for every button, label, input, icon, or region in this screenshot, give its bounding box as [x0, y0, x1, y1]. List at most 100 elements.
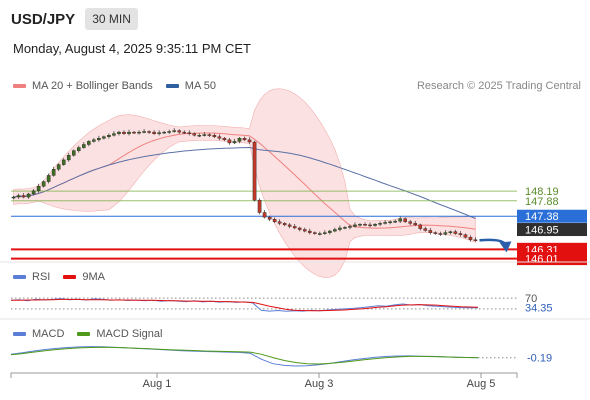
legend-ma50: MA 50 [165, 80, 216, 92]
level-tag [517, 209, 587, 223]
candle [428, 230, 433, 233]
legend-macd-signal: MACD Signal [77, 328, 162, 340]
candle [433, 232, 438, 234]
candle [338, 227, 342, 230]
candle [182, 131, 187, 134]
candle [197, 135, 202, 137]
candle [363, 224, 367, 226]
legend-swatch [13, 275, 26, 279]
candle [61, 159, 66, 165]
candle [287, 224, 292, 227]
macd-signal-line [10, 346, 479, 365]
candle [297, 227, 302, 230]
candle [448, 231, 453, 233]
candle [16, 195, 21, 198]
candle [318, 233, 322, 235]
candle [393, 220, 397, 223]
rsi-last-label: 34.35 [525, 303, 553, 315]
datetime-label: Monday, August 4, 2025 9:35:11 PM CET [13, 41, 251, 56]
candle [353, 224, 357, 227]
candle [97, 138, 101, 141]
candle [423, 228, 428, 231]
candle [383, 222, 387, 224]
legend-label: 9MA [82, 271, 105, 283]
candle [137, 131, 141, 134]
candle [307, 230, 312, 233]
rsi-9ma-line [11, 298, 479, 312]
candle [162, 131, 166, 134]
forecast-arrow-head [499, 241, 512, 253]
timeframe-badge[interactable]: 30 MIN [85, 8, 138, 30]
x-tick-label: Aug 1 [143, 378, 172, 390]
symbol-title: USD/JPY [11, 10, 76, 28]
candle [463, 234, 468, 238]
legend-label: MACD [32, 328, 65, 340]
candle [21, 195, 26, 198]
candle [107, 135, 111, 137]
legend-swatch [13, 332, 26, 336]
candle [302, 229, 307, 232]
candle [187, 132, 192, 134]
macd-line [10, 346, 479, 367]
candle [87, 141, 91, 145]
candle [227, 139, 232, 144]
candle [217, 136, 222, 139]
ma50-line [13, 146, 476, 219]
candle [438, 233, 443, 235]
legend-swatch [77, 332, 91, 336]
candle [66, 155, 71, 161]
candle [343, 227, 347, 229]
candle [468, 237, 473, 240]
candle [252, 141, 257, 201]
candle [167, 131, 171, 133]
candle [122, 131, 126, 134]
candle [142, 131, 146, 133]
chart-header: USD/JPY 30 MIN [11, 7, 138, 31]
candle [56, 164, 61, 170]
legend-macd: MACD [13, 328, 64, 340]
candle [207, 134, 212, 136]
candle [127, 131, 131, 134]
level-label: 147.88 [525, 196, 559, 208]
candle [36, 186, 41, 192]
candle [117, 131, 121, 134]
candle [388, 221, 392, 223]
level-label: 147.38 [525, 211, 559, 223]
candle [92, 139, 96, 142]
level-label: 148.19 [525, 186, 559, 198]
candle [292, 226, 297, 229]
candle [132, 131, 136, 134]
candle [328, 230, 332, 233]
legend-label: MACD Signal [96, 328, 163, 340]
level-tag [517, 223, 587, 237]
legend-swatch [165, 84, 179, 88]
candle [368, 224, 372, 227]
candle [157, 132, 161, 134]
legend-rsi: RSI [13, 271, 50, 283]
macd-panel: -0.19 [10, 346, 552, 367]
x-tick-label: Aug 3 [305, 378, 334, 390]
candle [313, 232, 317, 234]
candle [247, 139, 252, 143]
candle [112, 133, 116, 136]
level-label: 146.95 [525, 225, 559, 237]
candle [408, 221, 413, 224]
legend-label: MA 50 [184, 80, 216, 92]
macd-legend: MACD MACD Signal [13, 328, 175, 340]
candle [473, 239, 478, 241]
candle [222, 138, 227, 141]
rsi-level-label: 70 [525, 293, 537, 305]
time-axis: Aug 1 Aug 3 Aug 5 [10, 372, 518, 390]
legend-rsi-9ma: 9MA [63, 271, 105, 283]
candle [212, 135, 217, 137]
candle [11, 196, 16, 199]
credit-label: Research © 2025 Trading Central [416, 80, 581, 92]
candle [348, 226, 352, 228]
candle [41, 181, 46, 187]
candle [413, 223, 418, 226]
legend-ma20-bollinger: MA 20 + Bollinger Bands [13, 80, 153, 92]
x-tick-label: Aug 5 [467, 378, 496, 390]
candle [418, 224, 423, 229]
candle [71, 150, 76, 156]
